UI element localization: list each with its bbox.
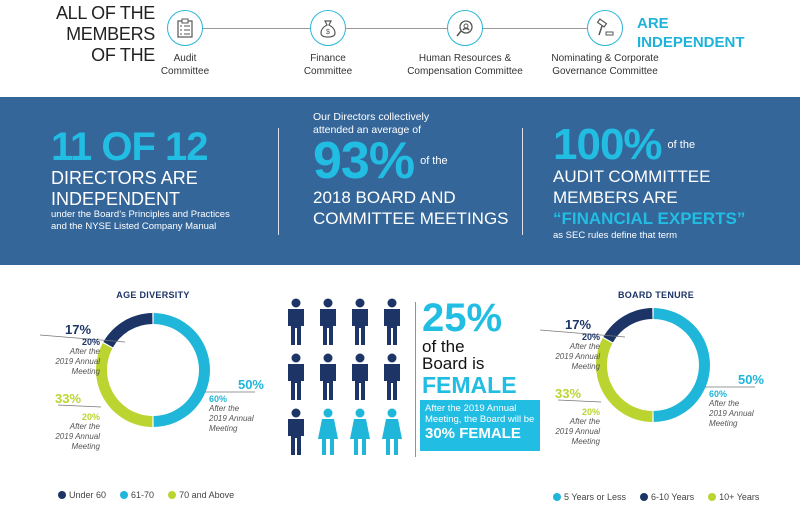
intro-text: ALL OF THE MEMBERS OF THE	[56, 3, 155, 66]
legend-dot	[708, 493, 717, 501]
leader-line	[539, 329, 626, 338]
after-label: Meeting	[71, 442, 100, 451]
legend-item: 5 Years or Less	[553, 492, 626, 502]
after-label: After the	[709, 399, 740, 408]
after-label: 2019 Annual	[555, 352, 600, 361]
after-label: 2019 Annual	[709, 409, 754, 418]
legend-dot	[58, 491, 66, 499]
leader-line	[39, 334, 126, 343]
man-icon	[288, 353, 304, 400]
gavel-icon	[587, 10, 623, 46]
divider	[522, 128, 523, 235]
man-icon	[352, 298, 368, 345]
after-label: 2019 Annual	[209, 414, 254, 423]
after-label: After the	[69, 347, 100, 356]
intro-line: MEMBERS	[66, 24, 155, 44]
woman-icon	[350, 408, 370, 455]
callout-5 Years or Less: 50% 60% After the 2019 Annual Meeting	[709, 372, 769, 429]
legend-item: 6-10 Years	[640, 492, 694, 502]
donut-slice-2	[103, 313, 153, 348]
legend-item: Under 60	[58, 490, 106, 500]
committee-label: Audit Committee	[160, 53, 210, 77]
woman-icon	[382, 408, 402, 455]
leader-line	[557, 399, 602, 403]
man-icon	[320, 298, 336, 345]
leader-line	[57, 404, 102, 408]
man-icon	[352, 353, 368, 400]
legend-item: 70 and Above	[168, 490, 234, 500]
donut-slice-0	[653, 308, 710, 422]
audit-experts-stat: 100% of the AUDIT COMMITTEE MEMBERS ARE “…	[553, 120, 746, 242]
attendance-stat: Our Directors collectively attended an a…	[313, 111, 509, 228]
after-label: After the	[69, 422, 100, 431]
svg-text:$: $	[326, 29, 330, 36]
donut-slice-2	[603, 308, 653, 343]
board-tenure-chart: BOARD TENURE 50% 60% After the 2019 Annual Me…	[520, 280, 800, 505]
after-label: Meeting	[71, 367, 100, 376]
committee-label: Finance Committee	[303, 53, 353, 77]
woman-icon	[318, 408, 338, 455]
legend-dot	[640, 493, 649, 501]
clipboard-icon	[167, 10, 203, 46]
female-stat: 25% of the Board is FEMALE	[422, 296, 517, 398]
committee-label: Human Resources & Compensation Committee	[407, 53, 523, 77]
timeline-line	[185, 28, 605, 29]
are-independent-text: ARE INDEPENDENT	[637, 15, 745, 51]
committee-label: Nominating & Corporate Governance Committ…	[551, 53, 659, 77]
donut-slice-0	[153, 313, 211, 427]
after-label: After the	[569, 342, 600, 351]
legend-dot	[120, 491, 129, 499]
chart-title: BOARD TENURE	[617, 290, 695, 300]
chart-legend: 5 Years or Less 6-10 Years 10+ Years	[553, 492, 759, 502]
man-icon	[384, 298, 400, 345]
age-diversity-chart: AGE DIVERSITY 50% 60% After the 2019 Annual M…	[0, 280, 280, 505]
money-bag-icon: $	[310, 10, 346, 46]
chart-title: AGE DIVERSITY	[116, 290, 190, 300]
after-label: After the	[209, 404, 240, 413]
man-icon	[384, 353, 400, 400]
legend-dot	[168, 491, 177, 499]
donut-slice-1	[596, 338, 653, 422]
intro-line: OF THE	[91, 45, 155, 65]
after-label: Meeting	[571, 437, 600, 446]
board-people-grid	[285, 298, 410, 458]
callout-6-10 Years: 17% 20% After the 2019 Annual Meeting	[540, 317, 600, 372]
after-label: After the	[569, 417, 600, 426]
intro-line: ALL OF THE	[55, 3, 155, 23]
chart-legend: Under 60 61-70 70 and Above	[58, 490, 234, 500]
legend-dot	[553, 493, 561, 501]
divider	[415, 302, 416, 457]
man-icon	[288, 298, 304, 345]
legend-item: 61-70	[120, 490, 154, 500]
callout-61-70: 50% 60% After the 2019 Annual Meeting	[209, 377, 269, 434]
callout-Under 60: 17% 20% After the 2019 Annual Meeting	[40, 322, 100, 377]
after-label: Meeting	[571, 362, 600, 371]
man-icon	[288, 408, 304, 455]
callout-10+ Years: 33% 20% After the 2019 Annual Meeting	[540, 386, 600, 447]
stats-banner	[0, 97, 800, 265]
after-label: 2019 Annual	[55, 432, 100, 441]
divider	[278, 128, 279, 235]
after-label: Meeting	[209, 424, 238, 433]
callout-70 and Above: 33% 20% After the 2019 Annual Meeting	[40, 391, 100, 452]
after-label: 2019 Annual	[55, 357, 100, 366]
female-projection-box: After the 2019 Annual Meeting, the Board…	[420, 400, 540, 451]
after-label: 2019 Annual	[555, 427, 600, 436]
person-search-icon	[447, 10, 483, 46]
donut-slice-1	[95, 343, 153, 427]
after-label: Meeting	[709, 419, 738, 428]
independence-stat: 11 OF 12 DIRECTORS ARE INDEPENDENT under…	[51, 125, 230, 232]
man-icon	[320, 353, 336, 400]
legend-item: 10+ Years	[708, 492, 759, 502]
